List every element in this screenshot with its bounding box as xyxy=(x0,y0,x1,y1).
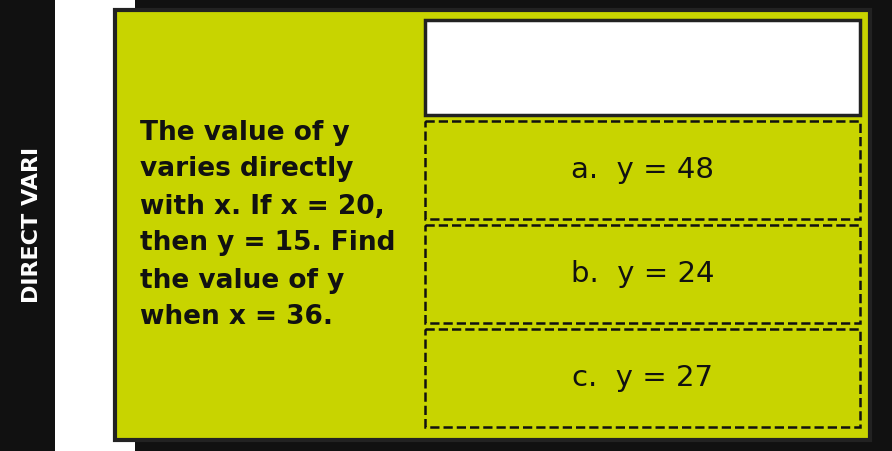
Bar xyxy=(425,329,860,427)
Bar xyxy=(425,20,860,115)
Text: a.  y = 48: a. y = 48 xyxy=(571,156,714,184)
Text: The value of y
varies directly
with x. If x = 20,
then y = 15. Find
the value of: The value of y varies directly with x. I… xyxy=(140,120,395,331)
Bar xyxy=(55,0,135,451)
Bar xyxy=(115,10,870,440)
Bar xyxy=(425,225,860,323)
Bar xyxy=(425,121,860,219)
Text: b.  y = 24: b. y = 24 xyxy=(571,260,714,288)
Text: c.  y = 27: c. y = 27 xyxy=(572,364,713,392)
Text: DIRECT VARI: DIRECT VARI xyxy=(22,147,42,303)
